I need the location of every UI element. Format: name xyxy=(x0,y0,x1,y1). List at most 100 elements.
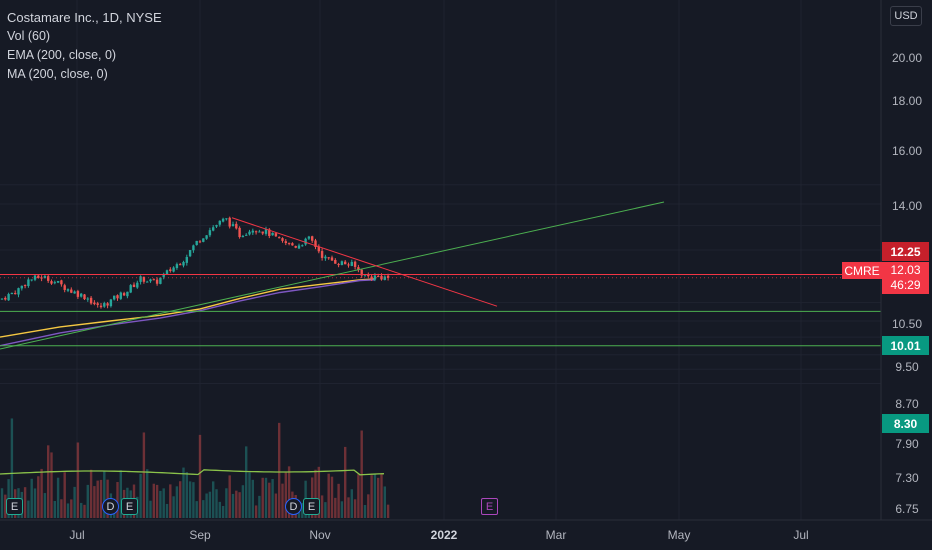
candle-body xyxy=(139,276,142,282)
earnings-event-badge[interactable]: E xyxy=(6,498,23,515)
volume-bar xyxy=(221,505,225,518)
volume-bar xyxy=(231,493,235,518)
candle-body xyxy=(357,267,360,271)
volume-bar xyxy=(63,472,66,518)
volume-bar xyxy=(198,434,202,518)
volume-bar xyxy=(162,488,165,518)
candle-body xyxy=(43,276,47,279)
candle-body xyxy=(370,276,373,280)
candle-body xyxy=(165,270,169,275)
candle-body xyxy=(66,289,70,291)
volume-bar xyxy=(320,495,324,518)
volume-bar xyxy=(169,484,172,518)
candle-body xyxy=(344,261,347,265)
volume-bar xyxy=(27,500,30,518)
volume-bar xyxy=(47,445,50,518)
candle-body xyxy=(281,238,284,241)
bar-countdown: 46:29 xyxy=(890,278,921,292)
volume-bar xyxy=(347,497,350,518)
candle-body xyxy=(129,285,132,293)
candle-body xyxy=(215,225,218,227)
x-tick-label: Nov xyxy=(309,528,331,542)
volume-bar xyxy=(172,496,175,518)
candle-body xyxy=(350,261,353,266)
earnings-event-badge[interactable]: E xyxy=(303,498,320,515)
candle-body xyxy=(119,292,122,299)
currency-button[interactable]: USD xyxy=(890,6,922,26)
upcoming-earnings-badge[interactable]: E xyxy=(481,498,498,515)
support-price-tag-2: 8.30 xyxy=(882,414,929,433)
volume-bar xyxy=(271,479,274,518)
volume-bar xyxy=(89,469,93,518)
volume-bar xyxy=(73,486,76,518)
earnings-event-badge[interactable]: E xyxy=(121,498,138,515)
candle-body xyxy=(317,246,320,252)
candle-body xyxy=(258,231,261,233)
candle-body xyxy=(235,223,238,229)
volume-bar xyxy=(281,483,284,518)
candle-body xyxy=(37,275,40,279)
candle-body xyxy=(73,291,76,294)
volume-bar xyxy=(10,418,14,518)
candle-body xyxy=(238,227,241,238)
candle-body xyxy=(56,281,60,283)
candle-body xyxy=(334,259,337,264)
y-tick-label: 6.75 xyxy=(895,502,919,516)
candlesticks xyxy=(0,216,390,309)
candle-body xyxy=(324,256,327,259)
volume-bar xyxy=(195,501,198,518)
candle-body xyxy=(179,264,182,266)
dividend-event-badge[interactable]: D xyxy=(285,498,302,515)
candle-body xyxy=(83,294,86,300)
volume-bar xyxy=(334,497,337,518)
current-price-value: 12.03 xyxy=(890,263,921,277)
volume-bar xyxy=(80,502,83,518)
symbol-title[interactable]: Costamare Inc., 1D, NYSE xyxy=(7,10,162,25)
volume-bar xyxy=(103,470,106,518)
candle-body xyxy=(185,256,188,263)
candle-body xyxy=(241,235,245,238)
volume-bar xyxy=(245,446,248,518)
candle-body xyxy=(274,233,278,237)
candle-body xyxy=(245,234,248,236)
candle-body xyxy=(340,261,344,266)
ema-200-line xyxy=(0,278,376,338)
volume-bar xyxy=(208,491,212,518)
candle-body xyxy=(0,298,4,300)
volume-bar xyxy=(185,472,188,518)
volume-bar xyxy=(337,483,340,518)
candle-body xyxy=(320,251,324,258)
volume-indicator-label[interactable]: Vol (60) xyxy=(7,29,51,43)
volume-bar xyxy=(215,489,218,518)
volume-bar xyxy=(311,477,314,518)
volume-bar xyxy=(268,482,271,518)
candle-body xyxy=(278,237,281,239)
ma-indicator-label[interactable]: MA (200, close, 0) xyxy=(7,67,108,81)
volume-bar xyxy=(241,485,245,518)
volume-bar xyxy=(0,488,4,518)
candle-body xyxy=(218,220,221,225)
volume-bar xyxy=(205,493,208,518)
candle-body xyxy=(254,231,258,233)
dividend-event-badge[interactable]: D xyxy=(102,498,119,515)
volume-bar xyxy=(50,452,53,518)
descending-trendline xyxy=(231,217,498,307)
candle-body xyxy=(188,250,192,257)
volume-bar xyxy=(383,486,386,518)
volume-bar xyxy=(212,481,215,518)
candle-body xyxy=(367,274,370,277)
candle-body xyxy=(212,227,215,231)
candle-body xyxy=(307,236,311,239)
candle-body xyxy=(337,264,340,266)
volume-bar xyxy=(188,481,192,518)
volume-bar xyxy=(4,494,7,518)
volume-bar xyxy=(377,477,380,518)
ema-indicator-label[interactable]: EMA (200, close, 0) xyxy=(7,48,117,62)
candle-body xyxy=(63,285,66,290)
candle-body xyxy=(284,241,287,244)
ascending-trendline xyxy=(0,201,665,350)
candle-body xyxy=(251,230,254,233)
candle-body xyxy=(10,292,14,295)
candle-body xyxy=(106,303,109,306)
